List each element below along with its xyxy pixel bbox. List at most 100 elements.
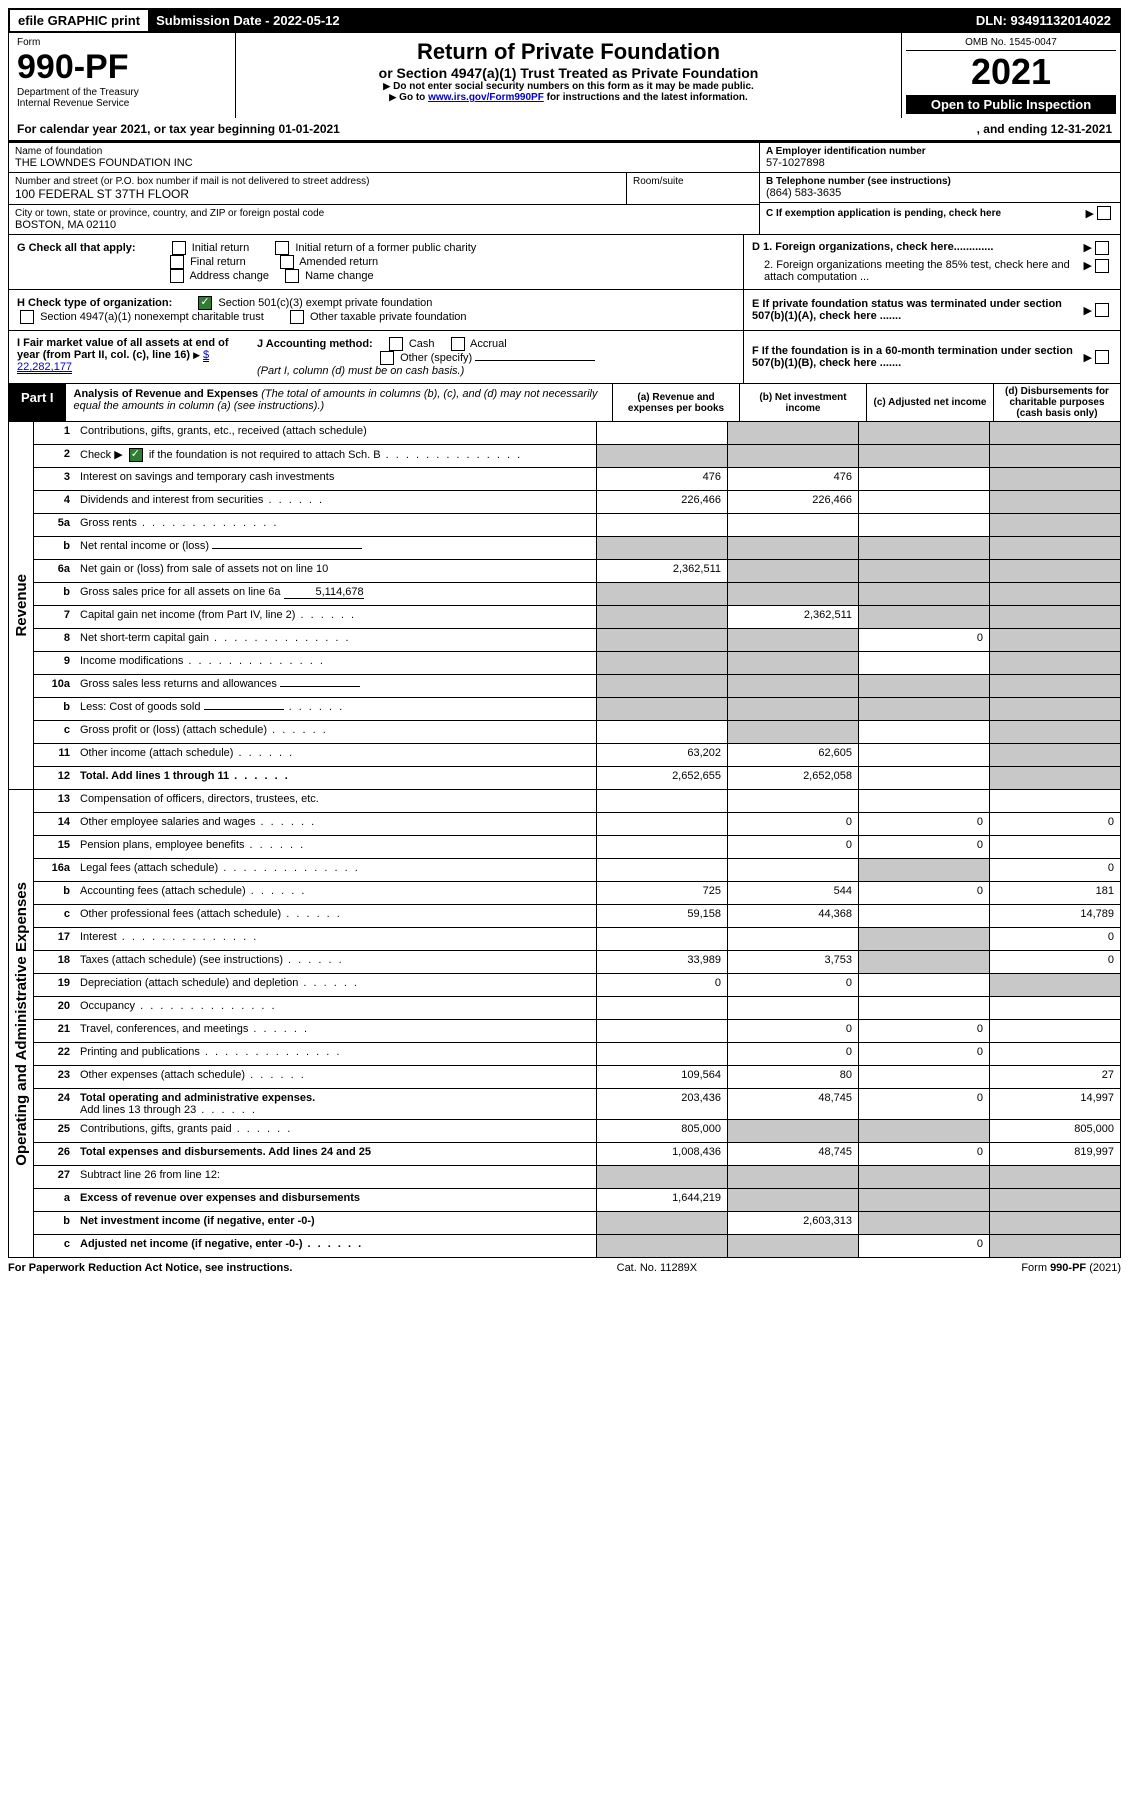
- room-label: Room/suite: [633, 176, 753, 187]
- d2-label: 2. Foreign organizations meeting the 85%…: [752, 259, 1084, 283]
- line-12: Total. Add lines 1 through 11: [76, 767, 596, 789]
- line-19: Depreciation (attach schedule) and deple…: [76, 974, 596, 996]
- calendar-year-bar: For calendar year 2021, or tax year begi…: [8, 118, 1121, 141]
- schb-checkbox[interactable]: [129, 448, 143, 462]
- entity-info: Name of foundation THE LOWNDES FOUNDATIO…: [8, 141, 1121, 235]
- form990pf-link[interactable]: www.irs.gov/Form990PF: [428, 92, 544, 103]
- line-2: Check ▶ if the foundation is not require…: [76, 445, 596, 467]
- line-4: Dividends and interest from securities: [76, 491, 596, 513]
- form-header: Form 990-PF Department of the Treasury I…: [8, 33, 1121, 118]
- line-22: Printing and publications: [76, 1043, 596, 1065]
- efile-label: efile GRAPHIC print: [10, 10, 148, 31]
- line-25: Contributions, gifts, grants paid: [76, 1120, 596, 1142]
- form-word: Form: [17, 37, 227, 48]
- line-17: Interest: [76, 928, 596, 950]
- line-8: Net short-term capital gain: [76, 629, 596, 651]
- paperwork-notice: For Paperwork Reduction Act Notice, see …: [8, 1262, 292, 1274]
- line-20: Occupancy: [76, 997, 596, 1019]
- col-c-head: (c) Adjusted net income: [866, 384, 993, 421]
- part1-title: Analysis of Revenue and Expenses: [74, 388, 259, 400]
- foundation-name-label: Name of foundation: [15, 146, 753, 157]
- line-13: Compensation of officers, directors, tru…: [76, 790, 596, 812]
- line-1: Contributions, gifts, grants, etc., rece…: [76, 422, 596, 444]
- page-footer: For Paperwork Reduction Act Notice, see …: [8, 1258, 1121, 1274]
- j-accrual-checkbox[interactable]: [451, 337, 465, 351]
- g-name-change-checkbox[interactable]: [285, 269, 299, 283]
- g-label: G Check all that apply:: [17, 242, 136, 254]
- line-6b: Gross sales price for all assets on line…: [76, 583, 596, 605]
- line-9: Income modifications: [76, 652, 596, 674]
- h-4947-checkbox[interactable]: [20, 310, 34, 324]
- dln: DLN: 93491132014022: [968, 10, 1119, 31]
- line-5b: Net rental income or (loss): [76, 537, 596, 559]
- j-label: J Accounting method:: [257, 338, 373, 350]
- line-15: Pension plans, employee benefits: [76, 836, 596, 858]
- phone-label: B Telephone number (see instructions): [766, 176, 1114, 187]
- j-other-checkbox[interactable]: [380, 351, 394, 365]
- line-24: Total operating and administrative expen…: [76, 1089, 596, 1119]
- section-h-e: H Check type of organization: Section 50…: [8, 290, 1121, 331]
- section-i-j-f: I Fair market value of all assets at end…: [8, 331, 1121, 384]
- form-title: Return of Private Foundation: [242, 39, 895, 65]
- phone: (864) 583-3635: [766, 187, 1114, 199]
- line-5a: Gross rents: [76, 514, 596, 536]
- d1-label: D 1. Foreign organizations, check here..…: [752, 241, 1084, 255]
- line-10b: Less: Cost of goods sold: [76, 698, 596, 720]
- col-a-head: (a) Revenue and expenses per books: [612, 384, 739, 421]
- line-3: Interest on savings and temporary cash i…: [76, 468, 596, 490]
- form-number: 990-PF: [17, 48, 227, 87]
- submission-date: Submission Date - 2022-05-12: [148, 10, 348, 31]
- g-amended-return-checkbox[interactable]: [280, 255, 294, 269]
- foundation-name: THE LOWNDES FOUNDATION INC: [15, 157, 753, 169]
- h-other-taxable-checkbox[interactable]: [290, 310, 304, 324]
- irs: Internal Revenue Service: [17, 98, 227, 109]
- line-10a: Gross sales less returns and allowances: [76, 675, 596, 697]
- line-11: Other income (attach schedule): [76, 744, 596, 766]
- line-27: Subtract line 26 from line 12:: [76, 1166, 596, 1188]
- line-27a: Excess of revenue over expenses and disb…: [76, 1189, 596, 1211]
- part1-header: Part I Analysis of Revenue and Expenses …: [8, 384, 1121, 422]
- form-subtitle: or Section 4947(a)(1) Trust Treated as P…: [242, 65, 895, 81]
- line-7: Capital gain net income (from Part IV, l…: [76, 606, 596, 628]
- top-bar: efile GRAPHIC print Submission Date - 20…: [8, 8, 1121, 33]
- j-cash-checkbox[interactable]: [389, 337, 403, 351]
- line-23: Other expenses (attach schedule): [76, 1066, 596, 1088]
- ein-label: A Employer identification number: [766, 146, 1114, 157]
- e-label: E If private foundation status was termi…: [752, 298, 1084, 322]
- address-label: Number and street (or P.O. box number if…: [15, 176, 620, 187]
- f-checkbox[interactable]: [1095, 350, 1109, 364]
- col-d-head: (d) Disbursements for charitable purpose…: [993, 384, 1120, 421]
- line-16c: Other professional fees (attach schedule…: [76, 905, 596, 927]
- address: 100 FEDERAL ST 37TH FLOOR: [15, 187, 620, 201]
- d2-checkbox[interactable]: [1095, 259, 1109, 273]
- e-checkbox[interactable]: [1095, 303, 1109, 317]
- city: BOSTON, MA 02110: [15, 219, 753, 231]
- line-10c: Gross profit or (loss) (attach schedule): [76, 721, 596, 743]
- col-b-head: (b) Net investment income: [739, 384, 866, 421]
- revenue-section: Revenue 1Contributions, gifts, grants, e…: [8, 422, 1121, 790]
- city-label: City or town, state or province, country…: [15, 208, 753, 219]
- g-initial-public-checkbox[interactable]: [275, 241, 289, 255]
- ein: 57-1027898: [766, 157, 1114, 169]
- expenses-vlabel: Operating and Administrative Expenses: [13, 882, 30, 1166]
- part1-label: Part I: [9, 384, 66, 421]
- dept-treasury: Department of the Treasury: [17, 87, 227, 98]
- expenses-section: Operating and Administrative Expenses 13…: [8, 790, 1121, 1258]
- d1-checkbox[interactable]: [1095, 241, 1109, 255]
- line-27b: Net investment income (if negative, ente…: [76, 1212, 596, 1234]
- revenue-vlabel: Revenue: [13, 574, 30, 637]
- h-501c3-checkbox[interactable]: [198, 296, 212, 310]
- g-initial-return-checkbox[interactable]: [172, 241, 186, 255]
- topbar-spacer: [348, 10, 968, 31]
- g-address-change-checkbox[interactable]: [170, 269, 184, 283]
- section-g-d: G Check all that apply: Initial return I…: [8, 235, 1121, 290]
- h-label: H Check type of organization:: [17, 297, 172, 309]
- line-16a: Legal fees (attach schedule): [76, 859, 596, 881]
- line-26: Total expenses and disbursements. Add li…: [76, 1143, 596, 1165]
- c-checkbox[interactable]: [1097, 206, 1111, 220]
- goto-note: Go to www.irs.gov/Form990PF for instruct…: [242, 92, 895, 103]
- open-inspection: Open to Public Inspection: [906, 95, 1116, 114]
- line-27c: Adjusted net income (if negative, enter …: [76, 1235, 596, 1257]
- cat-no: Cat. No. 11289X: [617, 1262, 698, 1274]
- g-final-return-checkbox[interactable]: [170, 255, 184, 269]
